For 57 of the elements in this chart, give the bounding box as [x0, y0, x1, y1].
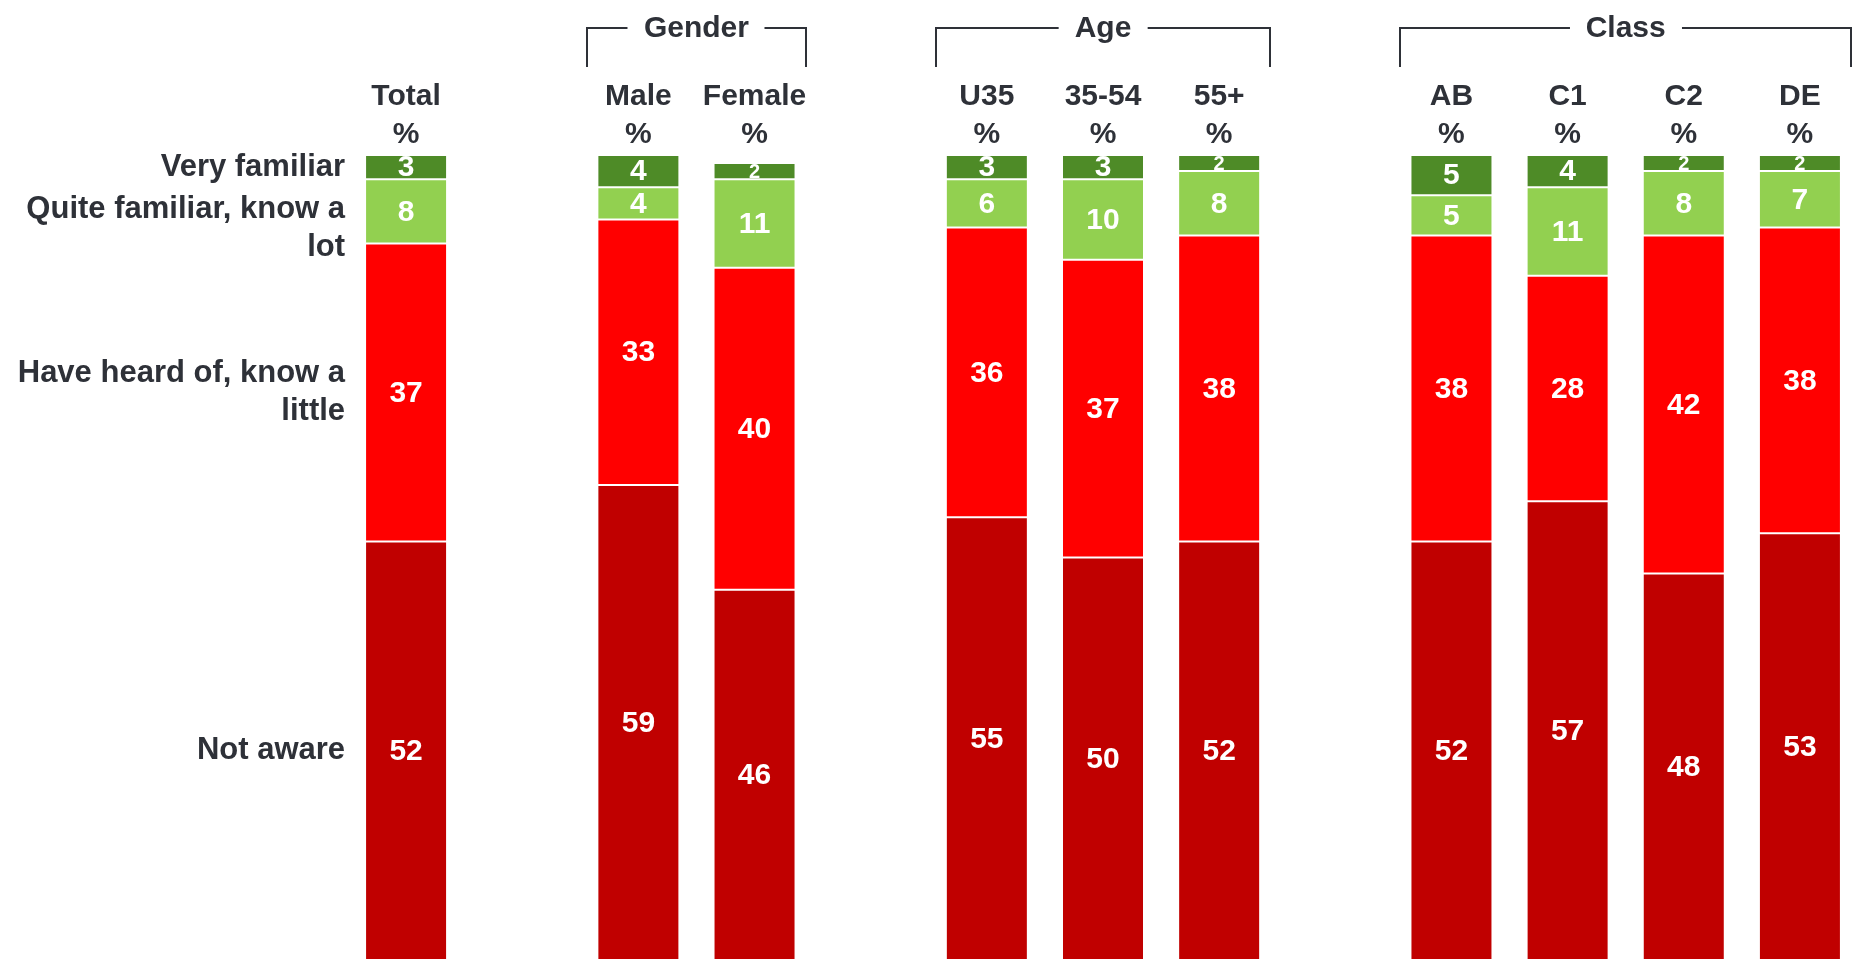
x-tick-label: C1 %: [1548, 77, 1587, 150]
series-label: Quite familiar, know a lot: [26, 189, 346, 263]
data-label: 2: [748, 159, 761, 182]
data-label: 37: [1086, 390, 1120, 424]
data-label: 6: [978, 185, 996, 219]
data-label: 11: [738, 205, 771, 239]
data-label: 40: [737, 410, 772, 444]
data-label: 4: [630, 185, 648, 219]
x-tick-label: DE %: [1779, 77, 1821, 150]
data-label: 2: [1213, 151, 1225, 174]
data-label: 10: [1086, 201, 1120, 235]
data-label: 4: [630, 153, 648, 187]
series-label: Not aware: [196, 731, 346, 767]
x-tick-label: AB %: [1429, 77, 1474, 150]
data-label: 3: [1094, 149, 1112, 183]
data-label: 7: [1791, 181, 1809, 215]
data-label: 28: [1550, 370, 1585, 404]
data-label: 48: [1667, 749, 1701, 783]
x-tick-label: U35 %: [959, 77, 1015, 150]
x-tick-label: 55+ %: [1193, 77, 1245, 150]
data-label: 38: [1202, 370, 1236, 404]
data-label: 4: [1559, 153, 1577, 187]
data-label: 42: [1667, 386, 1701, 420]
text: Age: [1058, 10, 1148, 44]
data-label: 3: [397, 149, 415, 183]
data-label: 11: [1551, 213, 1584, 247]
data-label: 8: [1675, 185, 1693, 219]
x-tick-label: 35-54 %: [1064, 77, 1142, 150]
data-label: 52: [1202, 732, 1236, 766]
data-label: 52: [1434, 732, 1469, 766]
data-label: 52: [389, 732, 423, 766]
text: Gender: [627, 10, 765, 44]
data-label: 36: [970, 354, 1004, 388]
data-label: 8: [1210, 185, 1228, 219]
data-label: 37: [389, 374, 423, 408]
text: Class: [1569, 10, 1682, 44]
series-label: Very familiar: [160, 147, 346, 183]
x-tick-label: Male %: [605, 77, 672, 150]
data-label: 5: [1443, 197, 1460, 231]
data-label: 55: [970, 720, 1004, 754]
data-label: 59: [621, 704, 656, 738]
x-tick-label: Total %: [371, 77, 441, 150]
data-label: 2: [1678, 151, 1690, 174]
data-label: 2: [1794, 151, 1806, 174]
data-label: 5: [1443, 157, 1460, 191]
data-label: 38: [1434, 370, 1469, 404]
data-label: 8: [397, 193, 415, 227]
x-tick-label: C2 %: [1664, 77, 1703, 150]
series-label: Have heard of, know a little: [17, 354, 346, 428]
data-label: 50: [1086, 741, 1120, 775]
data-label: 46: [737, 757, 772, 791]
data-label: 3: [978, 149, 996, 183]
data-label: 38: [1783, 362, 1817, 396]
data-label: 53: [1783, 728, 1817, 762]
x-tick-label: Female %: [702, 77, 807, 150]
data-label: 33: [621, 334, 656, 368]
data-label: 57: [1550, 712, 1585, 746]
